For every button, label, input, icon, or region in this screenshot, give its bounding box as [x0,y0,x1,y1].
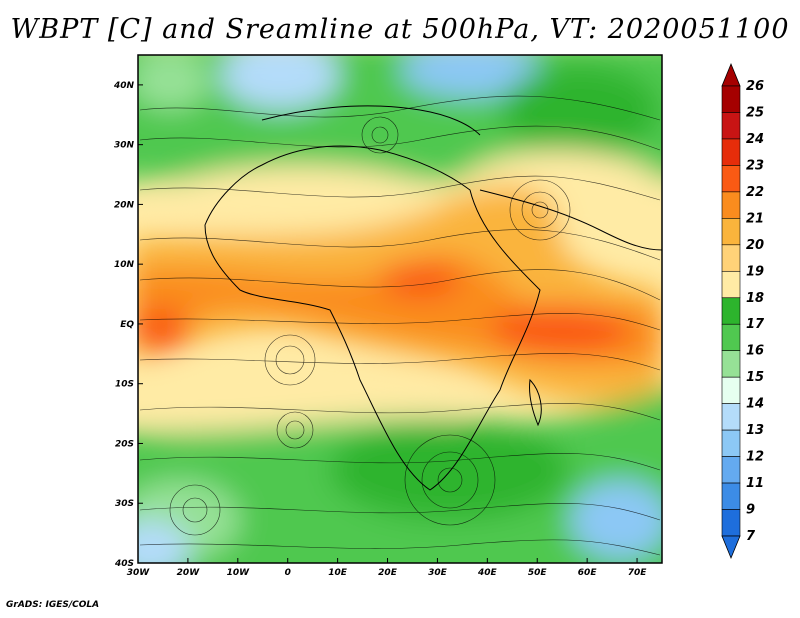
colorbar-bottom-arrow [721,535,741,560]
colorbar-label: 17 [746,317,765,332]
streamlines [139,95,661,556]
colorbar-swatch [721,244,741,272]
colorbar-swatch [721,509,741,537]
colorbar-label: 25 [746,105,764,120]
lat-tick-label: 10N [114,260,135,270]
lon-tick-label: 40E [477,568,498,578]
colorbar-label: 20 [746,238,764,253]
grads-credit: GrADS: IGES/COLA [6,600,100,610]
colorbar-swatch [721,350,741,378]
colorbar-label: 13 [746,423,764,438]
lon-tick-label: 20W [177,568,201,578]
colorbar-swatch [721,429,741,457]
wbpt-field [138,55,662,563]
lon-tick-label: 10E [328,568,348,578]
colorbar-swatch [721,218,741,246]
lat-tick-label: EQ [120,320,134,330]
colorbar-swatch [721,456,741,484]
colorbar-swatch [721,403,741,431]
lon-tick-label: 10W [227,568,251,578]
lon-tick-label: 50E [528,568,548,578]
lon-tick-label: 20E [378,568,398,578]
colorbar-label: 19 [746,264,764,279]
colorbar-label: 26 [746,79,764,94]
colorbar-label: 15 [746,370,764,385]
colorbar-swatch [721,191,741,219]
colorbar-swatch [721,112,741,140]
lat-tick-label: 20N [114,200,135,210]
lat-tick-label: 30S [115,499,134,509]
colorbar-swatch [721,138,741,166]
colorbar-label: 7 [746,529,756,544]
colorbar-swatch [721,482,741,510]
colorbar-top-arrow [721,62,741,87]
colorbar-label: 22 [746,185,764,200]
colorbar: 26 25 24 23 22 21 20 19 18 17 16 15 14 13 12 11 9 7 [721,62,765,560]
colorbar-swatch [721,165,741,193]
colorbar-swatch [721,270,741,299]
lat-tick-label: 40S [114,559,134,569]
colorbar-swatch [721,297,741,325]
colorbar-label: 18 [746,291,764,306]
colorbar-label: 21 [746,211,764,226]
colorbar-label: 9 [746,503,755,518]
colorbar-swatch [721,376,741,404]
lat-tick-label: 30N [114,141,135,151]
lat-tick-label: 20S [115,439,134,449]
colorbar-swatch [721,85,741,113]
coastlines [204,105,662,491]
colorbar-swatch [721,323,741,352]
colorbar-label: 14 [746,397,764,412]
colorbar-label: 23 [746,158,764,173]
colorbar-label: 24 [746,132,764,147]
map-axes: 30W 20W 10W 0 10E 20E 30E 40E 50E 60E 70E 40N 30N 20N… [113,81,647,578]
lat-tick-label: 40N [113,81,135,91]
colorbar-label: 11 [746,476,764,491]
map-frame [137,54,663,564]
colorbar-label: 16 [746,344,764,359]
map-title: WBPT [C] and Sreamline at 500hPa, VT: 20… [10,14,790,45]
lon-tick-label: 0 [285,568,291,578]
lon-tick-label: 30W [127,568,151,578]
lat-tick-label: 10S [115,380,134,390]
colorbar-label: 12 [746,450,764,465]
lon-tick-label: 60E [578,568,598,578]
lon-tick-label: 70E [628,568,648,578]
lon-tick-label: 30E [428,568,448,578]
